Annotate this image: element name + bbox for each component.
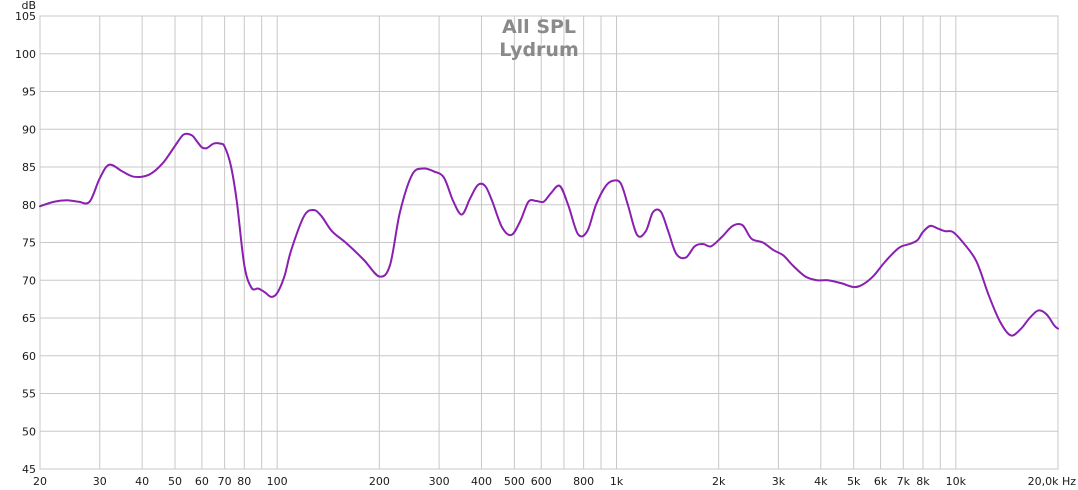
x-tick-label: 8k [916,475,930,488]
x-tick-label: 300 [429,475,450,488]
x-tick-label: 5k [847,475,861,488]
y-tick-label: 70 [22,274,36,287]
chart-title: All SPL [502,16,576,38]
x-tick-label: 800 [573,475,594,488]
y-tick-label: 90 [22,123,36,136]
x-tick-label: 10k [946,475,967,488]
y-tick-label: 75 [22,237,36,250]
y-tick-label: 85 [22,161,36,174]
y-tick-label: 95 [22,86,36,99]
x-tick-label: 20,0k Hz [1028,475,1077,488]
chart-subtitle: Lydrum [499,39,579,61]
grid-lines [39,15,1059,470]
y-tick-label: 105 [15,10,36,23]
x-tick-label: 3k [772,475,786,488]
x-tick-label: 1k [610,475,624,488]
x-tick-label: 40 [135,475,149,488]
y-tick-label: 50 [22,425,36,438]
y-tick-label: 80 [22,199,36,212]
x-tick-label: 6k [874,475,888,488]
x-tick-label: 20 [33,475,47,488]
y-tick-label: 60 [22,350,36,363]
x-tick-label: 600 [531,475,552,488]
y-axis-label: dB [21,0,36,12]
x-tick-label: 2k [712,475,726,488]
x-tick-label: 200 [369,475,390,488]
x-tick-label: 500 [504,475,525,488]
x-tick-label: 50 [168,475,182,488]
x-tick-label: 80 [237,475,251,488]
x-tick-label: 100 [267,475,288,488]
y-tick-label: 100 [15,48,36,61]
x-tick-label: 7k [897,475,911,488]
y-tick-label: 45 [22,463,36,476]
x-tick-label: 400 [471,475,492,488]
x-tick-label: 4k [814,475,828,488]
spl-curve [39,132,1059,337]
y-tick-label: 55 [22,388,36,401]
x-tick-label: 30 [93,475,107,488]
axis-ticks: 45 50 55 60 65 70 75 80 85 90 95 100 105 20 30 40 50 60 70… [15,10,1076,488]
x-tick-label: 60 [195,475,209,488]
y-tick-label: 65 [22,312,36,325]
x-tick-label: 70 [218,475,232,488]
